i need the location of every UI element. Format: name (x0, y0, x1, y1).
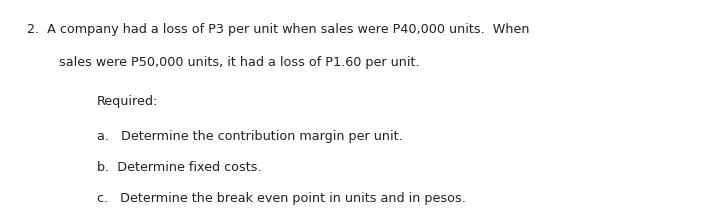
Text: Required:: Required: (97, 95, 158, 108)
Text: sales were P50,000 units, it had a loss of P1.60 per unit.: sales were P50,000 units, it had a loss … (59, 56, 420, 69)
Text: b.  Determine fixed costs.: b. Determine fixed costs. (97, 161, 262, 174)
Text: a.   Determine the contribution margin per unit.: a. Determine the contribution margin per… (97, 130, 403, 143)
Text: c.   Determine the break even point in units and in pesos.: c. Determine the break even point in uni… (97, 192, 466, 205)
Text: 2.  A company had a loss of P3 per unit when sales were P40,000 units.  When: 2. A company had a loss of P3 per unit w… (27, 23, 530, 36)
